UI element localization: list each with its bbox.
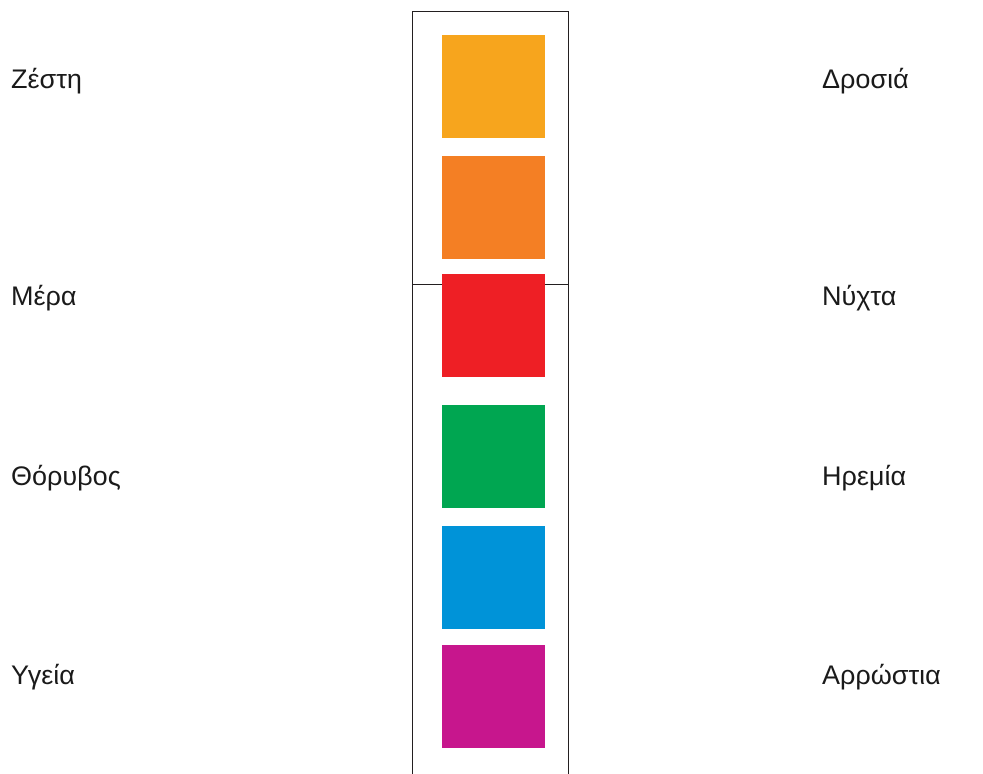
color-swatch-blue <box>442 526 545 629</box>
color-swatch-orange <box>442 156 545 259</box>
color-swatch-magenta <box>442 645 545 748</box>
color-swatch-red <box>442 274 545 377</box>
left-word-2: Μέρα <box>11 281 77 311</box>
right-word-1: Δροσιά <box>822 64 909 94</box>
left-word-1: Ζέστη <box>11 64 82 94</box>
color-swatch-green <box>442 405 545 508</box>
left-word-4: Υγεία <box>11 660 75 690</box>
color-strip-cool-box <box>412 285 569 774</box>
right-word-3: Ηρεμία <box>822 461 907 491</box>
right-word-2: Νύχτα <box>822 281 897 311</box>
right-word-4: Αρρώστια <box>822 660 941 690</box>
color-swatch-yellow-orange <box>442 35 545 138</box>
left-word-3: Θόρυβος <box>11 461 121 491</box>
